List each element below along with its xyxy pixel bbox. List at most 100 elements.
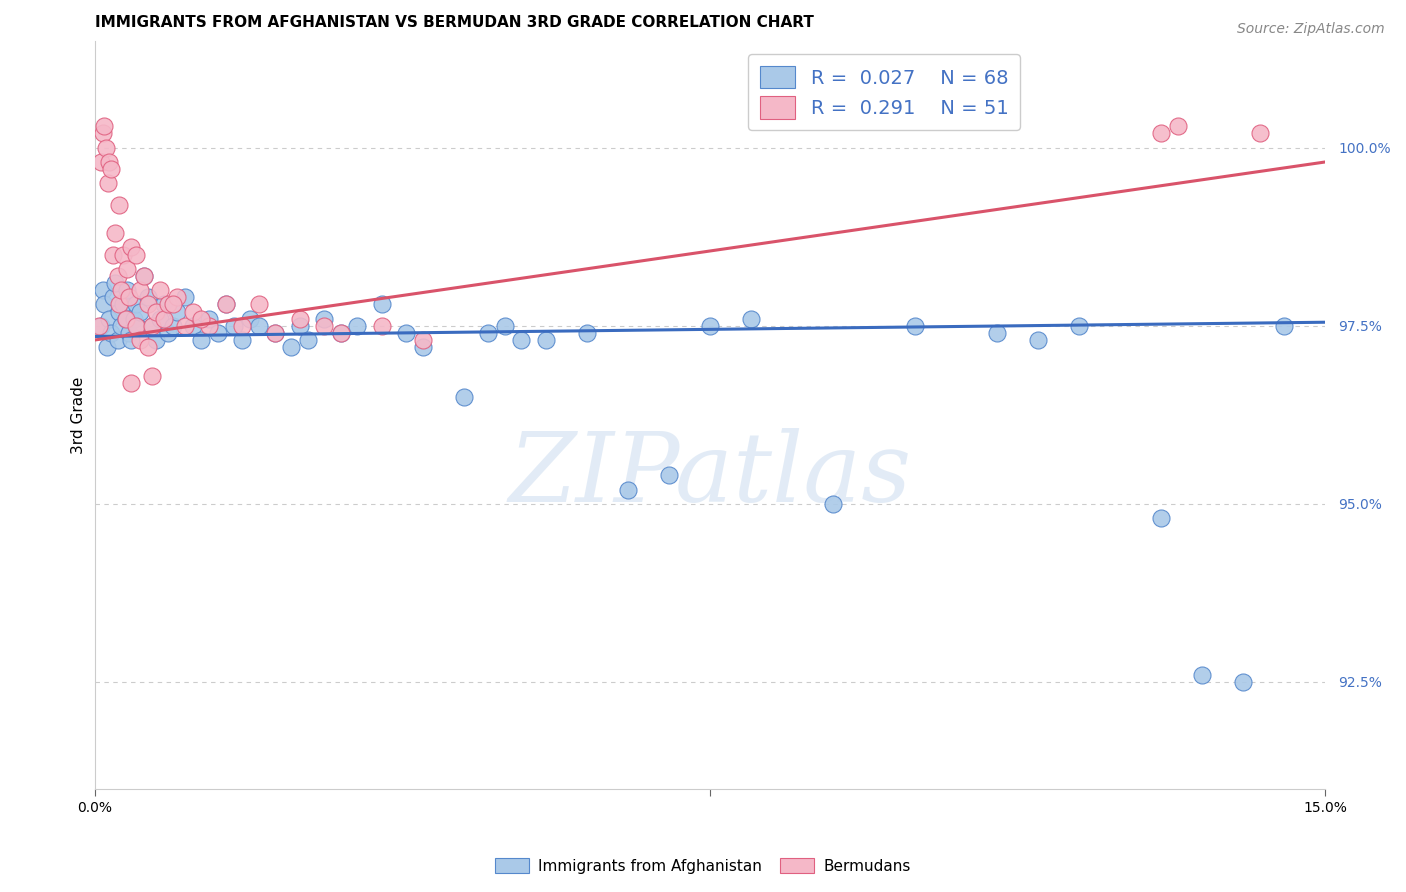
Point: [494, 318, 516, 333]
Point: [141, 368, 163, 383]
Point: [108, 297, 131, 311]
Point: [107, 268, 129, 283]
Point: [121, 376, 143, 390]
Point: [215, 297, 238, 311]
Point: [112, 247, 135, 261]
Point: [534, 333, 557, 347]
Point: [128, 304, 150, 318]
Point: [128, 283, 150, 297]
Point: [239, 311, 262, 326]
Text: Source: ZipAtlas.com: Source: ZipAtlas.com: [1237, 22, 1385, 37]
Point: [136, 340, 159, 354]
Point: [1150, 511, 1173, 525]
Legend: Immigrants from Afghanistan, Bermudans: Immigrants from Afghanistan, Bermudans: [489, 852, 917, 880]
Point: [94, 141, 117, 155]
Point: [264, 326, 287, 340]
Point: [288, 318, 311, 333]
Point: [141, 318, 163, 333]
Point: [904, 318, 927, 333]
Point: [117, 261, 139, 276]
Point: [91, 283, 114, 297]
Point: [346, 318, 368, 333]
Point: [149, 311, 172, 326]
Point: [153, 297, 176, 311]
Point: [190, 333, 212, 347]
Point: [658, 468, 681, 483]
Point: [1150, 127, 1173, 141]
Point: [124, 247, 146, 261]
Point: [145, 333, 167, 347]
Point: [108, 304, 131, 318]
Point: [821, 497, 844, 511]
Point: [314, 318, 336, 333]
Point: [93, 297, 115, 311]
Point: [166, 290, 188, 304]
Point: [231, 333, 253, 347]
Point: [617, 483, 640, 497]
Point: [986, 326, 1008, 340]
Y-axis label: 3rd Grade: 3rd Grade: [72, 376, 86, 453]
Point: [453, 390, 475, 404]
Point: [231, 318, 253, 333]
Point: [264, 326, 287, 340]
Point: [101, 290, 124, 304]
Point: [575, 326, 598, 340]
Point: [145, 304, 167, 318]
Point: [87, 318, 110, 333]
Point: [1166, 120, 1188, 134]
Point: [1272, 318, 1295, 333]
Point: [90, 318, 112, 333]
Point: [510, 333, 533, 347]
Point: [740, 311, 762, 326]
Point: [162, 318, 184, 333]
Point: [297, 333, 319, 347]
Point: [93, 120, 115, 134]
Point: [412, 340, 434, 354]
Point: [112, 297, 135, 311]
Point: [91, 127, 114, 141]
Text: IMMIGRANTS FROM AFGHANISTAN VS BERMUDAN 3RD GRADE CORRELATION CHART: IMMIGRANTS FROM AFGHANISTAN VS BERMUDAN …: [94, 15, 814, 30]
Point: [198, 318, 221, 333]
Point: [329, 326, 352, 340]
Point: [100, 162, 122, 177]
Legend: R =  0.027    N = 68, R =  0.291    N = 51: R = 0.027 N = 68, R = 0.291 N = 51: [748, 54, 1021, 130]
Point: [101, 247, 124, 261]
Point: [107, 333, 129, 347]
Point: [699, 318, 721, 333]
Point: [280, 340, 302, 354]
Point: [121, 240, 143, 254]
Point: [127, 318, 149, 333]
Point: [288, 311, 311, 326]
Point: [477, 326, 499, 340]
Point: [370, 318, 392, 333]
Point: [110, 318, 132, 333]
Point: [98, 155, 121, 169]
Point: [222, 318, 245, 333]
Point: [215, 297, 238, 311]
Point: [395, 326, 418, 340]
Point: [136, 290, 159, 304]
Point: [370, 297, 392, 311]
Point: [114, 311, 136, 326]
Point: [153, 311, 176, 326]
Point: [100, 326, 122, 340]
Point: [114, 311, 136, 326]
Point: [173, 290, 195, 304]
Point: [128, 333, 150, 347]
Point: [207, 326, 229, 340]
Point: [124, 297, 146, 311]
Point: [136, 297, 159, 311]
Point: [247, 297, 270, 311]
Point: [121, 333, 143, 347]
Point: [181, 304, 204, 318]
Point: [198, 311, 221, 326]
Point: [98, 311, 121, 326]
Point: [329, 326, 352, 340]
Point: [190, 311, 212, 326]
Point: [162, 297, 184, 311]
Point: [1191, 667, 1213, 681]
Point: [166, 304, 188, 318]
Point: [149, 283, 172, 297]
Point: [1026, 333, 1049, 347]
Point: [124, 318, 146, 333]
